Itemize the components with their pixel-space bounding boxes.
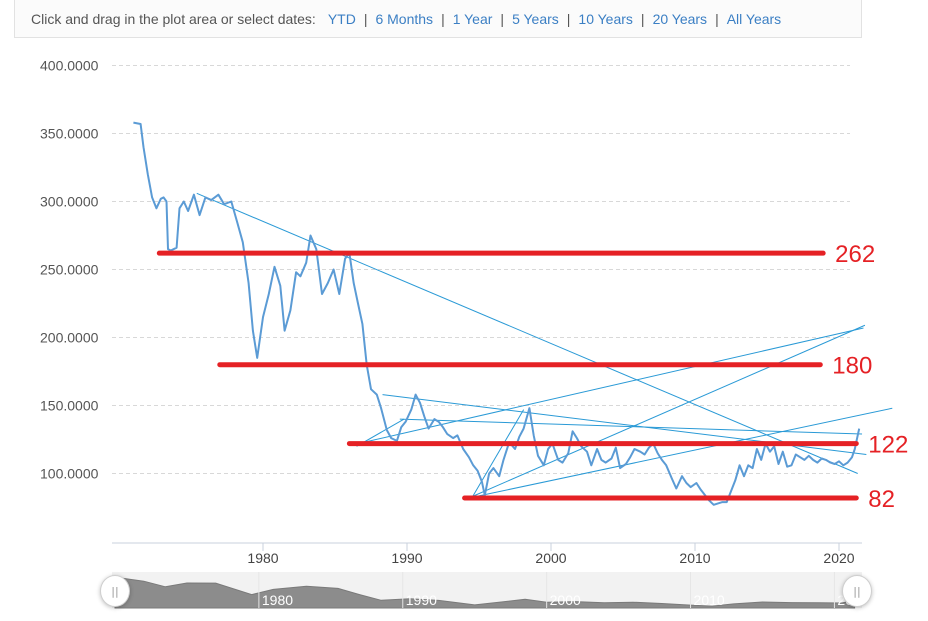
range-separator: | (715, 10, 719, 27)
y-tick-label: 250.0000 (40, 262, 99, 278)
trend-line (399, 418, 863, 435)
price-series-line[interactable] (133, 121, 861, 506)
range-separator: | (441, 10, 445, 27)
y-tick-label: 200.0000 (40, 330, 99, 346)
level-label-122: 122 (868, 432, 908, 459)
range-all-years-button[interactable]: All Years (726, 10, 782, 27)
range-selector: Click and drag in the plot area or selec… (14, 0, 862, 38)
trend-line (357, 327, 864, 445)
y-tick-label: 150.0000 (40, 398, 99, 414)
range-5-years-button[interactable]: 5 Years (512, 10, 559, 27)
trend-lines (196, 192, 893, 499)
navigator-label: 1990 (406, 592, 437, 608)
grid-lines (112, 65, 850, 474)
x-tick-label: 1980 (247, 550, 278, 566)
trend-line (196, 192, 858, 474)
range-separator: | (363, 10, 368, 27)
level-label-262: 262 (835, 241, 875, 268)
support-resistance-lines: 262 180 122 82 (156, 241, 908, 513)
x-tick-label: 2020 (823, 550, 854, 566)
trend-line (468, 407, 893, 499)
range-6-months-button[interactable]: 6 Months (375, 10, 434, 27)
y-tick-label: 300.0000 (40, 194, 99, 210)
navigator-label: 2010 (694, 592, 725, 608)
navigator-label: 1980 (262, 592, 293, 608)
navigator-left-handle[interactable]: || (100, 575, 130, 607)
range-10-years-button[interactable]: 10 Years (578, 10, 633, 27)
x-tick-label: 2000 (535, 550, 566, 566)
x-tick-label: 1990 (391, 550, 422, 566)
range-separator: | (566, 10, 571, 27)
range-separator: | (640, 10, 645, 27)
trend-line (471, 409, 525, 499)
y-axis: 100.0000 150.0000 200.0000 250.0000 300.0000… (40, 58, 99, 482)
x-axis: 1980 1990 2000 2010 2020 (112, 542, 862, 566)
range-selector-prompt: Click and drag in the plot area or selec… (31, 10, 316, 27)
range-20-years-button[interactable]: 20 Years (652, 10, 708, 27)
level-label-180: 180 (832, 353, 872, 380)
range-ytd-button[interactable]: YTD (327, 10, 356, 27)
navigator-right-handle[interactable]: || (842, 575, 872, 607)
y-tick-label: 100.0000 (40, 466, 99, 482)
y-tick-label: 350.0000 (40, 126, 99, 142)
range-1-year-button[interactable]: 1 Year (452, 10, 493, 27)
level-label-82: 82 (868, 486, 895, 513)
navigator-series-area (114, 576, 856, 609)
range-separator: | (500, 10, 505, 27)
y-tick-label: 400.0000 (40, 58, 99, 74)
x-tick-label: 2010 (679, 550, 710, 566)
price-series[interactable] (133, 121, 861, 506)
navigator-label: 2000 (550, 592, 581, 608)
trend-line (468, 324, 866, 499)
